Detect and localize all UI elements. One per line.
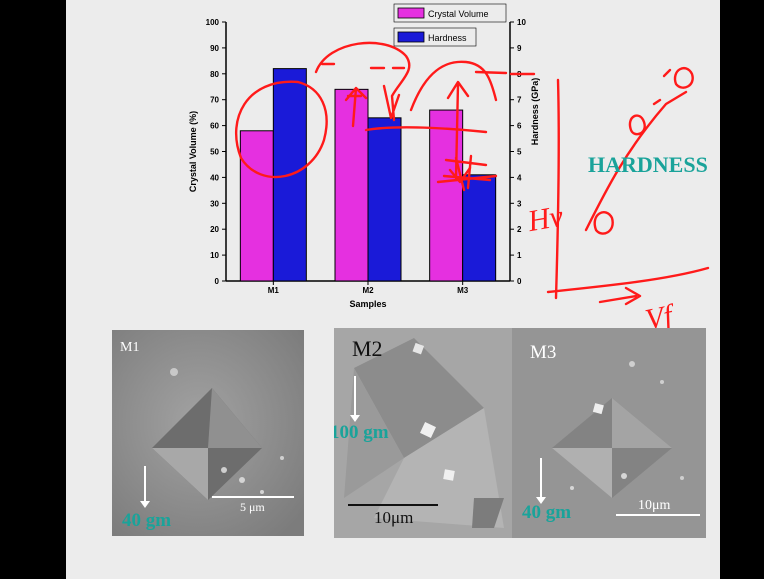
scale-label: 10μm (374, 508, 414, 527)
annotation-vf-axis (546, 266, 710, 294)
bar-hardness-m3 (462, 174, 497, 282)
tick-label-right: 6 (517, 122, 522, 131)
category-label: M3 (457, 286, 469, 295)
legend-label: Hardness (428, 33, 467, 43)
annotation-hatch-m3 (436, 154, 498, 192)
chart-legend: Crystal Volume Hardness (393, 3, 507, 47)
hardness-heading: HARDNESS (588, 152, 708, 177)
tick-label-left: 50 (210, 148, 219, 157)
tick-label-left: 10 (210, 251, 219, 260)
load-label: 100 gm (334, 422, 389, 443)
annotation-arrow-m2 (382, 84, 401, 120)
scale-bar (348, 504, 438, 506)
category-label: M2 (362, 286, 374, 295)
micrograph-m2: M2 100 gm 10μm (334, 328, 524, 538)
tick-label-left: 0 (215, 277, 220, 286)
annotation-arc-m1-m2 (314, 41, 411, 122)
tick-label-right: 10 (517, 18, 526, 27)
legend-swatch (397, 7, 425, 19)
tick-label-right: 5 (517, 148, 522, 157)
annotation-dash-1 (320, 62, 406, 70)
annotation-point-1 (662, 67, 694, 89)
legend-swatch (397, 31, 425, 43)
x-axis-label: Samples (349, 299, 386, 309)
annotation-up-arrow-m2 (344, 86, 368, 128)
micrograph-texture (334, 328, 524, 538)
load-arrow (536, 458, 546, 504)
micrograph-m1: M1 40 gm 5 μm (112, 330, 304, 536)
scale-bar (616, 514, 700, 516)
annotation-vf-arrow (598, 286, 642, 306)
annotation-point-2 (628, 98, 662, 136)
tick-label-left: 40 (210, 173, 219, 182)
category-label: M1 (268, 286, 280, 295)
tick-label-right: 0 (517, 277, 522, 286)
annotation-point-3 (593, 211, 614, 235)
tick-label-left: 70 (210, 96, 219, 105)
legend-box (393, 3, 507, 23)
tick-label-left: 80 (210, 70, 219, 79)
load-arrow (350, 376, 360, 422)
legend-label: Crystal Volume (428, 9, 489, 19)
chart-bars (239, 68, 497, 282)
scale-bar (212, 496, 294, 498)
bar-hardness-m2 (367, 117, 402, 282)
tick-label-right: 2 (517, 225, 522, 234)
annotation-arc-m2-m3 (364, 60, 498, 134)
scale-label: 5 μm (240, 500, 265, 514)
tick-label-left: 60 (210, 122, 219, 131)
micrograph-title: M2 (352, 336, 383, 361)
legend-box (393, 27, 477, 47)
annotation-hv-text: Hv (524, 199, 566, 238)
micrograph-title: M3 (530, 342, 557, 363)
slide: 0 10 20 30 40 50 60 70 80 90 100 0 1 2 3 4 5 6 7 8 9 10 Crysta… (66, 0, 720, 579)
micrograph-title: M1 (120, 340, 140, 355)
tick-label-right: 3 (517, 199, 522, 208)
scale-label: 10μm (638, 498, 671, 513)
tick-label-left: 100 (206, 18, 220, 27)
annotation-trend-line (584, 90, 688, 232)
bar-chart: 0102030405060708090100012345678910Crysta… (188, 3, 710, 337)
tick-label-right: 7 (517, 96, 522, 105)
load-label: 40 gm (522, 502, 572, 523)
tick-label-left: 30 (210, 199, 219, 208)
tick-label-right: 1 (517, 251, 522, 260)
y-axis-right-label: Hardness (GPa) (530, 78, 540, 146)
load-arrow (140, 466, 150, 508)
y-axis-left-label: Crystal Volume (%) (188, 111, 198, 192)
load-label: 40 gm (122, 510, 172, 531)
annotation-dash-2 (474, 70, 536, 76)
tick-label-right: 9 (517, 44, 522, 53)
tick-label-right: 4 (517, 173, 522, 182)
annotation-hv-axis (554, 78, 561, 300)
micrograph-m3: M3 40 gm 10μm (512, 328, 706, 538)
tick-label-left: 90 (210, 44, 219, 53)
bar-crystal-volume-m2 (334, 88, 369, 282)
tick-label-left: 20 (210, 225, 219, 234)
bar-crystal-volume-m1 (239, 130, 274, 282)
annotation-circle-m1 (235, 80, 328, 179)
